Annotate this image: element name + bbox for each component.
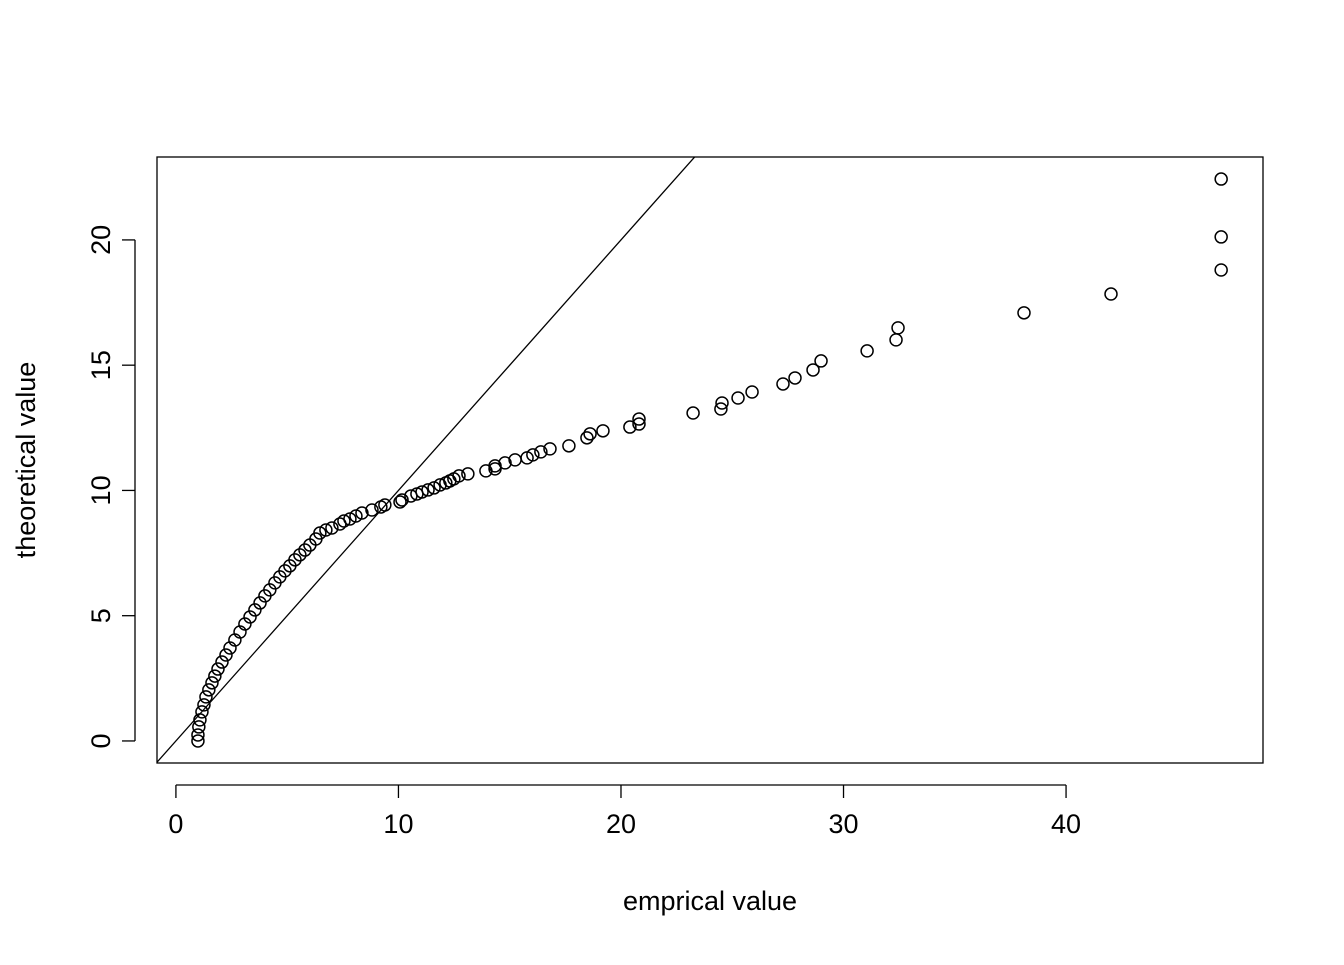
point [283, 559, 297, 573]
point [488, 462, 502, 476]
point [410, 487, 424, 501]
point [293, 548, 307, 562]
point [337, 514, 351, 528]
point [1214, 263, 1228, 277]
point [393, 495, 407, 509]
reference-line [157, 157, 696, 763]
x-axis-label: emprical value [623, 886, 797, 916]
x-tick-label: 10 [383, 809, 413, 839]
point [461, 467, 475, 481]
point [191, 734, 205, 748]
point [395, 493, 409, 507]
point [248, 603, 262, 617]
point [788, 371, 802, 385]
point [508, 453, 522, 467]
point [205, 676, 219, 690]
point [219, 648, 233, 662]
point [333, 517, 347, 531]
point [632, 412, 646, 426]
point [745, 385, 759, 399]
point [1017, 306, 1031, 320]
point [806, 363, 820, 377]
point [303, 538, 317, 552]
point [195, 705, 209, 719]
x-tick-label: 0 [168, 809, 183, 839]
point [202, 683, 216, 697]
point [193, 713, 207, 727]
point [439, 476, 453, 490]
y-axis-label: theoretical value [11, 362, 41, 559]
point [715, 396, 729, 410]
x-tick-label: 20 [606, 809, 636, 839]
point [298, 543, 312, 557]
point [889, 333, 903, 347]
point [731, 391, 745, 405]
point [583, 427, 597, 441]
y-tick-label: 0 [86, 733, 116, 748]
point [596, 424, 610, 438]
point [543, 442, 557, 456]
point [632, 417, 646, 431]
point [1104, 287, 1118, 301]
point [562, 439, 576, 453]
point [192, 720, 206, 734]
point [243, 610, 257, 624]
point [211, 662, 225, 676]
point [365, 503, 379, 517]
point [404, 489, 418, 503]
point [199, 690, 213, 704]
point [1214, 230, 1228, 244]
point [197, 698, 211, 712]
point [215, 655, 229, 669]
point [253, 596, 267, 610]
point [1214, 172, 1228, 186]
point [534, 445, 548, 459]
y-tick-label: 20 [86, 225, 116, 255]
x-tick-label: 40 [1051, 809, 1081, 839]
point [325, 521, 339, 535]
x-tick-label: 30 [828, 809, 858, 839]
point [479, 464, 493, 478]
point [258, 589, 272, 603]
point [374, 500, 388, 514]
point [268, 576, 282, 590]
point [860, 344, 874, 358]
point [427, 481, 441, 495]
point [498, 456, 512, 470]
y-tick-label: 15 [86, 350, 116, 380]
point [623, 420, 637, 434]
point [686, 406, 700, 420]
point [191, 728, 205, 742]
point [891, 321, 905, 335]
point [580, 431, 594, 445]
point [814, 354, 828, 368]
plot-frame [156, 156, 1264, 764]
y-tick-label: 5 [86, 608, 116, 623]
point [776, 377, 790, 391]
y-tick-label: 10 [86, 475, 116, 505]
point [208, 669, 222, 683]
point [714, 402, 728, 416]
point [223, 641, 237, 655]
